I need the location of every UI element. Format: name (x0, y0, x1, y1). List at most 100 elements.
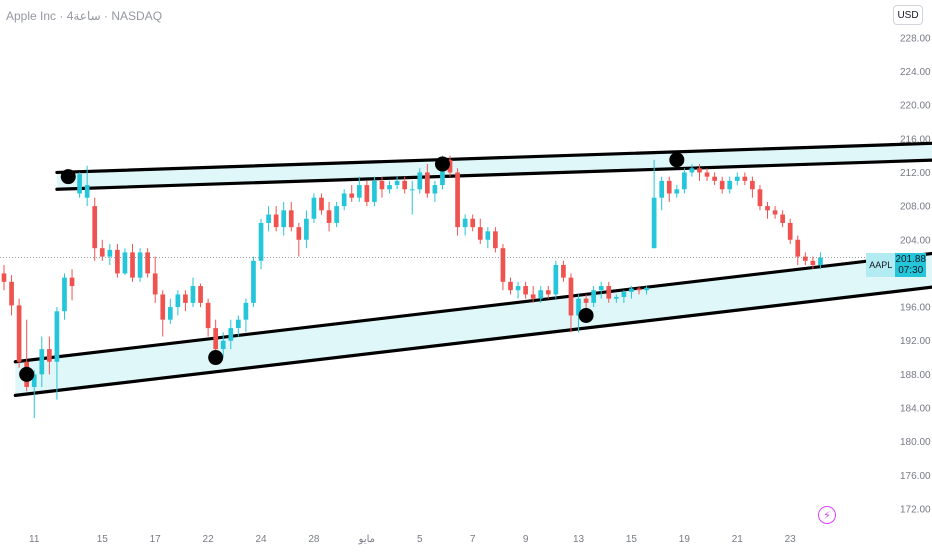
candle-body (266, 214, 271, 223)
candle-body (130, 252, 135, 278)
candles (1, 155, 823, 419)
x-tick-label: 28 (308, 534, 320, 545)
y-tick-label: 204.00 (900, 235, 931, 246)
top-channel-fill (56, 143, 932, 190)
candle-body (818, 257, 823, 265)
x-tick-label: مايو (358, 534, 375, 545)
candle-body (697, 168, 702, 173)
candle-body (666, 180, 672, 194)
candle-body (311, 197, 317, 219)
y-tick-label: 212.00 (900, 168, 931, 179)
top-channel-line (55, 158, 932, 191)
candle-body (523, 286, 528, 295)
bottom-channel-fill (15, 253, 932, 396)
lightning-logo-icon[interactable]: ⚡ (818, 506, 836, 524)
candle-body (349, 193, 355, 198)
candle-body (621, 291, 627, 297)
y-tick-label: 192.00 (900, 336, 931, 347)
candle-body (409, 189, 415, 191)
candle-body (636, 288, 642, 291)
candle-body (651, 197, 657, 249)
candle-body (198, 286, 203, 303)
candle-body (659, 180, 665, 198)
candle-body (500, 248, 506, 282)
candle-body (576, 298, 581, 316)
candle-body (485, 231, 491, 240)
candle-body (417, 172, 423, 190)
candle-body (107, 249, 113, 257)
bottom-channel-line (13, 251, 932, 364)
candle-body (152, 273, 158, 295)
candle-body (508, 281, 513, 291)
candle-body (553, 265, 559, 295)
pivot-markers (19, 152, 685, 382)
y-tick-label: 176.00 (900, 471, 931, 482)
x-axis: 11 15 17 22 24 28 مايو 5 7 9 13 15 19 21 23 (29, 534, 796, 545)
candle-body (606, 286, 612, 299)
candle-body (122, 252, 128, 274)
candle-body (780, 214, 785, 223)
price-label-symbol: AAPL (866, 253, 896, 277)
candle-body (734, 176, 740, 181)
candle-body (228, 328, 234, 341)
candle-body (84, 185, 90, 198)
x-tick-label: 9 (523, 534, 529, 545)
y-tick-label: 224.00 (900, 67, 931, 78)
y-tick-label: 184.00 (900, 404, 931, 415)
y-tick-label: 216.00 (900, 134, 931, 145)
candle-body (99, 248, 105, 257)
candle-body (39, 349, 45, 375)
candle-body (69, 277, 75, 287)
x-tick-label: 22 (203, 534, 215, 545)
pivot-marker (578, 307, 594, 323)
candle-body (54, 311, 60, 362)
candle-body (115, 249, 120, 274)
y-tick-label: 172.00 (900, 504, 931, 515)
currency-button[interactable]: USD (893, 5, 923, 25)
candle-body (251, 260, 256, 303)
candle-body (341, 193, 347, 207)
candle-body (424, 172, 430, 194)
candle-body (205, 302, 211, 329)
candle-body (326, 210, 332, 223)
candle-body (629, 288, 634, 292)
symbol-title[interactable]: Apple Inc · 4ساعة · NASDAQ (6, 9, 163, 23)
candle-body (62, 277, 67, 312)
candle-body (319, 197, 324, 211)
candle-body (160, 294, 166, 320)
candle-body (440, 159, 445, 186)
candle-body (810, 260, 816, 265)
candle-body (515, 286, 521, 291)
candle-body (727, 180, 733, 190)
candle-body (765, 206, 770, 211)
candle-body (712, 176, 717, 181)
candle-body (757, 189, 763, 207)
y-tick-label: 220.00 (900, 101, 931, 112)
x-tick-label: 24 (255, 534, 267, 545)
candle-body (77, 174, 82, 194)
candle-body (183, 294, 188, 303)
y-tick-label: 208.00 (900, 202, 931, 213)
price-label-value: 201.88 (895, 254, 926, 265)
candle-body (16, 305, 22, 362)
y-tick-label: 196.00 (900, 303, 931, 314)
y-tick-label: 188.00 (900, 370, 931, 381)
candle-body (258, 222, 264, 261)
candle-body (447, 159, 453, 173)
candle-body (213, 328, 219, 350)
candle-body (689, 168, 695, 173)
top-channel-line (55, 141, 932, 175)
candle-body (1, 273, 7, 282)
candle-body (379, 180, 385, 190)
candle-body (273, 214, 279, 228)
candle-body (568, 277, 574, 316)
bottom-channel-line (13, 285, 932, 397)
x-tick-label: 17 (150, 534, 162, 545)
candle-body (31, 374, 37, 387)
candle-body (704, 172, 710, 177)
candle-body (364, 185, 370, 202)
candle-body (545, 290, 551, 295)
candle-body (92, 206, 98, 249)
